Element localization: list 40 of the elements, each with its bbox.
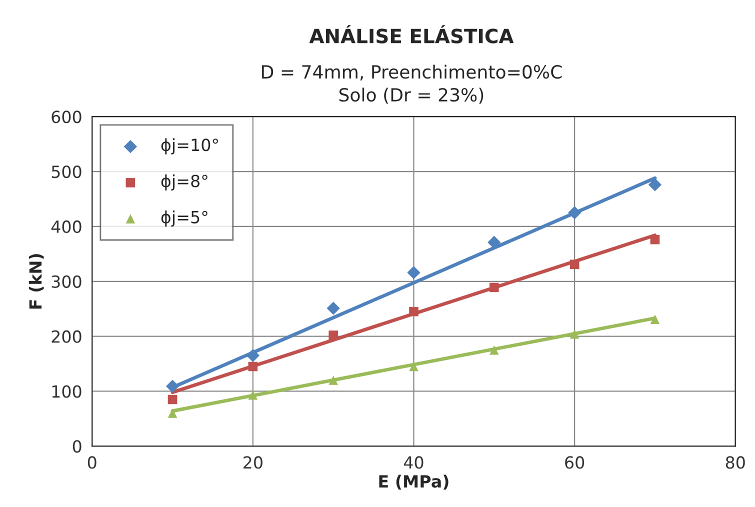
point — [409, 306, 418, 316]
y-tick-label: 100 — [52, 385, 82, 398]
x-tick-label: 40 — [404, 456, 424, 469]
point — [168, 408, 178, 418]
point — [648, 178, 662, 192]
point — [246, 348, 260, 362]
point — [568, 206, 582, 220]
x-axis-title: E (MPa) — [379, 474, 448, 490]
y-tick-label: 0 — [72, 440, 82, 453]
y-tick-label: 300 — [52, 275, 82, 288]
legend-label: ϕj=5° — [161, 210, 208, 227]
point — [407, 266, 420, 280]
point — [168, 394, 178, 404]
point — [570, 329, 580, 339]
point — [489, 282, 499, 292]
point — [326, 302, 340, 315]
x-tick-label: 60 — [565, 456, 584, 469]
point — [248, 362, 258, 372]
y-tick-label: 600 — [52, 110, 82, 124]
x-tick-label: 20 — [244, 456, 262, 469]
point — [409, 362, 418, 372]
point — [650, 234, 660, 244]
point — [489, 345, 499, 355]
chart-title: ANÁLISE ELÁSTICA — [309, 25, 514, 44]
point — [650, 314, 660, 324]
y-tick-label: 200 — [52, 330, 82, 343]
point — [328, 330, 338, 340]
point — [248, 390, 258, 400]
x-tick-label: 80 — [726, 456, 745, 469]
y-axis-title: F (kN) — [28, 254, 44, 309]
point — [166, 380, 180, 393]
y-tick-label: 500 — [52, 165, 82, 178]
x-tick-label: 0 — [88, 456, 96, 469]
chart-subtitle: D = 74mm, Preenchimento=0%C Solo (Dr = 23%) — [262, 64, 562, 104]
point — [570, 260, 580, 270]
point — [328, 376, 338, 385]
legend-label: ϕj=10° — [161, 138, 218, 154]
y-tick-label: 400 — [51, 220, 82, 234]
point — [488, 236, 501, 249]
legend-label: ϕj=8° — [161, 174, 208, 191]
